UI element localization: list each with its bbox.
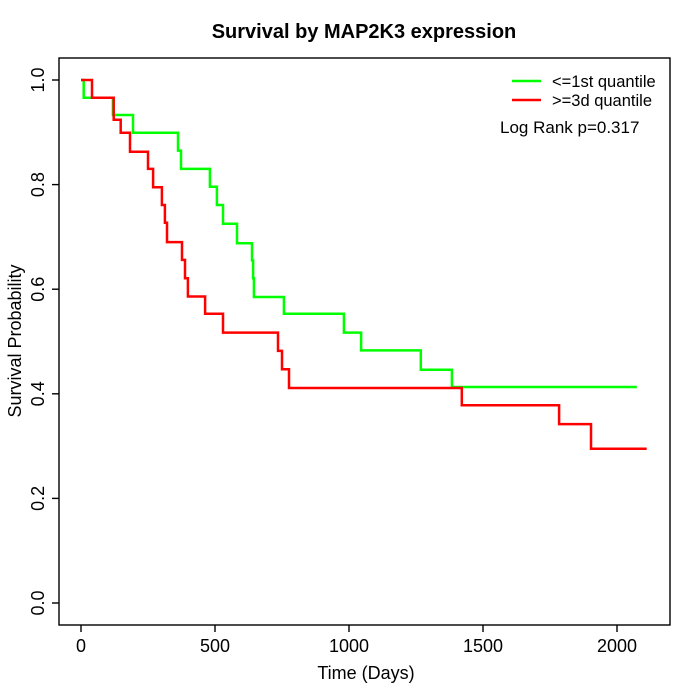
y-axis-title: Survival Probability — [5, 264, 25, 417]
x-tick-label: 0 — [76, 636, 86, 656]
y-tick-label: 1.0 — [28, 67, 48, 92]
legend-label-first-quantile: <=1st quantile — [552, 73, 656, 91]
legend-label-third-quantile: >=3d quantile — [552, 92, 652, 110]
y-tick-label: 0.0 — [28, 590, 48, 615]
x-tick-label: 1000 — [329, 636, 369, 656]
y-axis-ticks: 0.0 0.2 0.4 0.6 0.8 1.0 — [28, 67, 59, 616]
log-rank-annotation: Log Rank p=0.317 — [500, 118, 639, 137]
x-axis-title: Time (Days) — [317, 663, 414, 683]
chart-title: Survival by MAP2K3 expression — [212, 21, 517, 43]
survival-curves — [81, 78, 647, 450]
x-tick-label: 1500 — [463, 636, 503, 656]
x-tick-label: 500 — [200, 636, 230, 656]
y-tick-label: 0.8 — [28, 172, 48, 197]
plot-border — [58, 57, 671, 626]
y-tick-label: 0.4 — [28, 381, 48, 406]
survival-curve-first-quantile — [81, 78, 637, 389]
x-tick-label: 2000 — [597, 636, 637, 656]
x-axis-ticks: 0 500 1000 1500 2000 — [76, 625, 637, 656]
legend: <=1st quantile >=3d quantile Log Rank p=… — [500, 73, 656, 137]
survival-curve-third-quantile — [81, 78, 647, 450]
y-tick-label: 0.2 — [28, 486, 48, 511]
y-tick-label: 0.6 — [28, 277, 48, 302]
